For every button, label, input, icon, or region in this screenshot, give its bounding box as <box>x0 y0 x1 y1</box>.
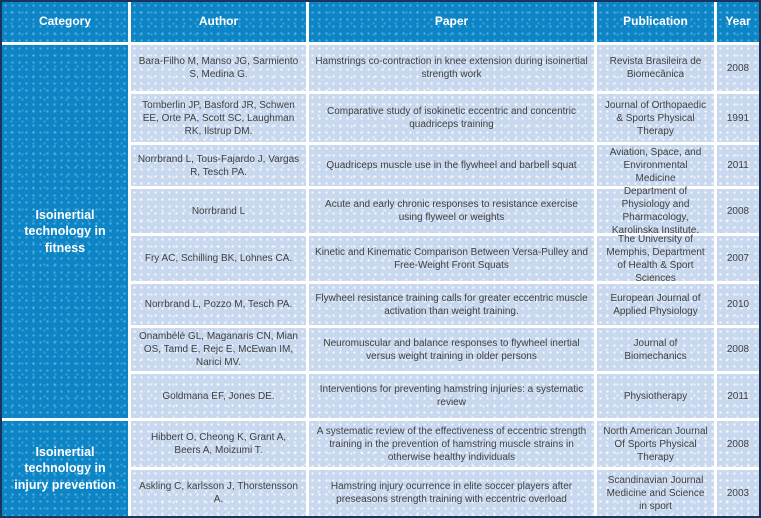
paper-cell: A systematic review of the effectiveness… <box>309 421 594 467</box>
year-cell: 2003 <box>717 470 759 516</box>
year-cell: 2008 <box>717 189 759 233</box>
publication-cell: Journal of Biomechanics <box>597 328 714 371</box>
publication-cell: The University of Memphis, Department of… <box>597 234 714 284</box>
author-cell: Hibbert O, Cheong K, Grant A, Beers A, M… <box>131 421 306 467</box>
publication-cell: Revista Brasileira de Biomecânica <box>597 45 714 91</box>
author-cell: Fry AC, Schilling BK, Lohnes CA. <box>131 236 306 281</box>
year-cell: 2007 <box>717 236 759 281</box>
author-cell: Bara-Filho M, Manso JG, Sarmiento S, Med… <box>131 45 306 91</box>
publication-cell: European Journal of Applied Physiology <box>597 284 714 325</box>
author-cell: Tomberlin JP, Basford JR, Schwen EE, Ort… <box>131 94 306 142</box>
paper-cell: Kinetic and Kinematic Comparison Between… <box>309 236 594 281</box>
paper-cell: Comparative study of isokinetic eccentri… <box>309 94 594 142</box>
header-cell-category: Category <box>2 2 128 42</box>
paper-cell: Neuromuscular and balance responses to f… <box>309 328 594 371</box>
year-cell: 2008 <box>717 421 759 467</box>
paper-cell: Flywheel resistance training calls for g… <box>309 284 594 325</box>
paper-cell: Interventions for preventing hamstring i… <box>309 374 594 418</box>
header-cell-author: Author <box>131 2 306 42</box>
author-cell: Goldmana EF, Jones DE. <box>131 374 306 418</box>
paper-cell: Acute and early chronic responses to res… <box>309 189 594 233</box>
year-cell: 2008 <box>717 328 759 371</box>
publication-cell: Physiotherapy <box>597 374 714 418</box>
year-cell: 2011 <box>717 145 759 186</box>
header-cell-year: Year <box>717 2 759 42</box>
author-cell: Askling C, karlsson J, Thorstensson A. <box>131 470 306 516</box>
author-cell: Norrbrand L <box>131 189 306 233</box>
publication-cell: Scandinavian Journal Medicine and Scienc… <box>597 470 714 516</box>
year-cell: 2008 <box>717 45 759 91</box>
paper-cell: Quadriceps muscle use in the flywheel an… <box>309 145 594 186</box>
header-cell-paper: Paper <box>309 2 594 42</box>
author-cell: Onambélé GL, Maganaris CN, Mian OS, Tamd… <box>131 328 306 371</box>
author-cell: Norrbrand L, Tous-Fajardo J, Vargas R, T… <box>131 145 306 186</box>
year-cell: 2011 <box>717 374 759 418</box>
paper-cell: Hamstrings co-contraction in knee extens… <box>309 45 594 91</box>
publication-cell: North American Journal Of Sports Physica… <box>597 421 714 467</box>
author-cell: Norrbrand L, Pozzo M, Tesch PA. <box>131 284 306 325</box>
category-cell-fitness: Isoinertial technology in fitness <box>2 45 128 418</box>
publication-cell: Aviation, Space, and Environmental Medic… <box>597 145 714 186</box>
publication-cell: Journal of Orthopaedic & Sports Physical… <box>597 94 714 142</box>
year-cell: 1991 <box>717 94 759 142</box>
publication-cell: Department of Physiology and Pharmacolog… <box>597 186 714 236</box>
paper-cell: Hamstring injury ocurrence in elite socc… <box>309 470 594 516</box>
year-cell: 2010 <box>717 284 759 325</box>
category-cell-injury-prevention: Isoinertial technology in injury prevent… <box>2 421 128 516</box>
header-cell-publication: Publication <box>597 2 714 42</box>
